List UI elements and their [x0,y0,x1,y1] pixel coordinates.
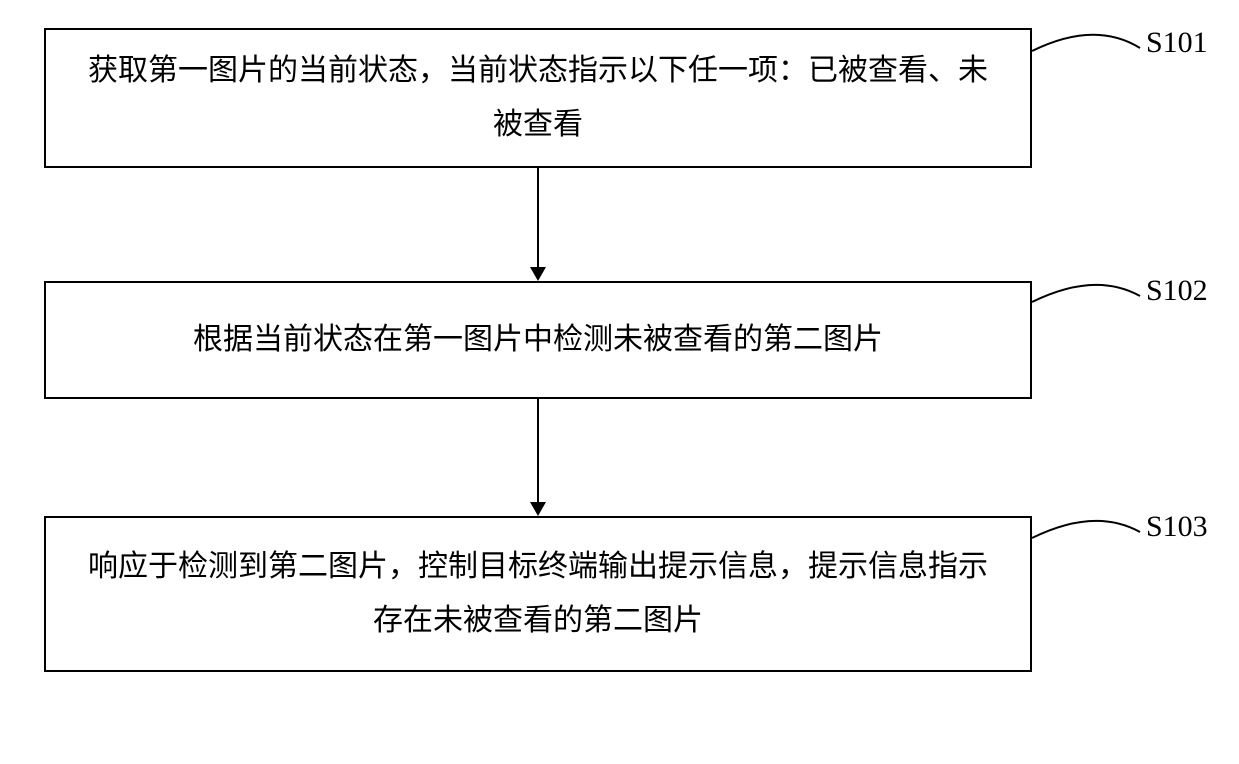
node-label-text: S103 [1146,510,1208,543]
node-label: S101 [1146,26,1208,60]
node-text: 响应于检测到第二图片，控制目标终端输出提示信息，提示信息指示存在未被查看的第二图… [76,540,1000,648]
flowchart-arrow [537,168,539,267]
node-text: 根据当前状态在第一图片中检测未被查看的第二图片 [193,313,883,367]
node-label: S102 [1146,274,1208,308]
flowchart-container: 获取第一图片的当前状态，当前状态指示以下任一项：已被查看、未被查看 S101 根… [0,0,1239,764]
node-label-text: S101 [1146,26,1208,59]
node-label-text: S102 [1146,274,1208,307]
node-label: S103 [1146,510,1208,544]
node-text: 获取第一图片的当前状态，当前状态指示以下任一项：已被查看、未被查看 [76,44,1000,152]
flowchart-arrow [537,399,539,502]
arrow-head-icon [530,267,546,281]
arrow-head-icon [530,502,546,516]
flowchart-node: 响应于检测到第二图片，控制目标终端输出提示信息，提示信息指示存在未被查看的第二图… [44,516,1032,672]
flowchart-node: 获取第一图片的当前状态，当前状态指示以下任一项：已被查看、未被查看 [44,28,1032,168]
flowchart-node: 根据当前状态在第一图片中检测未被查看的第二图片 [44,281,1032,399]
